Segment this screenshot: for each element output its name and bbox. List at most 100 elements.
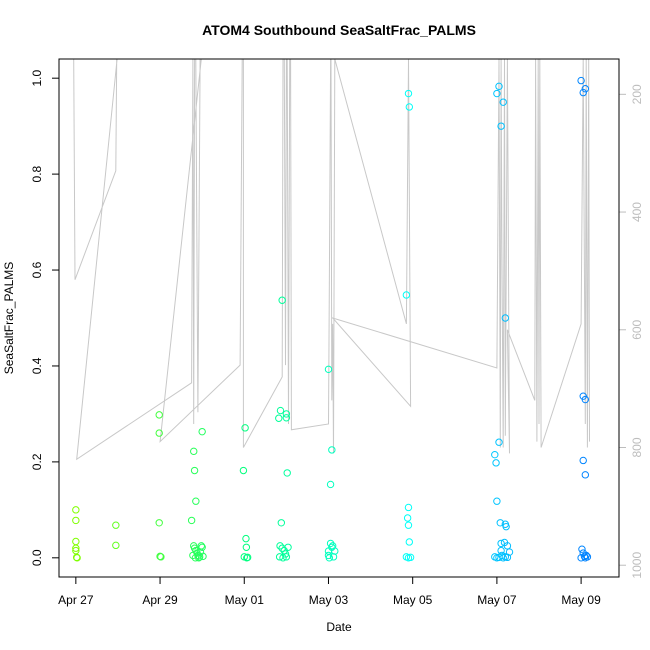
x-tick-label: Apr 29 (142, 593, 178, 607)
data-point (580, 552, 589, 561)
data-point (276, 542, 284, 550)
x-tick-label: May 03 (309, 593, 349, 607)
data-point (195, 553, 204, 561)
data-point (72, 506, 80, 514)
pressure-line (73, 58, 590, 461)
data-point (191, 554, 200, 562)
data-point (495, 82, 503, 91)
right-tick-label: 1000 (630, 552, 644, 579)
x-tick-label: Apr 27 (58, 593, 94, 607)
data-point (275, 414, 283, 422)
data-point (328, 446, 336, 454)
data-point (501, 314, 510, 322)
data-points-layer (72, 76, 592, 562)
data-point (499, 98, 507, 106)
y-tick-label: 0.8 (30, 165, 44, 182)
data-point (497, 539, 505, 548)
right-tick-label: 600 (630, 319, 644, 339)
data-point (276, 406, 285, 415)
data-point (493, 89, 501, 98)
data-point (402, 291, 411, 299)
x-tick-label: May 09 (561, 593, 601, 607)
data-point (326, 539, 335, 548)
data-point (155, 411, 163, 419)
data-point (187, 516, 196, 525)
data-point (497, 122, 505, 130)
data-point (324, 365, 333, 374)
x-tick-label: May 07 (477, 593, 517, 607)
data-point (189, 551, 197, 560)
data-point (578, 545, 586, 553)
data-point (155, 519, 163, 527)
data-point (579, 456, 587, 465)
data-point (155, 429, 163, 437)
data-point (190, 466, 199, 475)
data-point (157, 553, 165, 561)
data-point (198, 543, 206, 551)
data-point (579, 88, 587, 97)
data-point (495, 553, 503, 562)
data-point (282, 414, 291, 422)
data-point (282, 553, 291, 561)
data-point (326, 480, 335, 489)
data-point (190, 447, 198, 456)
data-point (283, 469, 291, 477)
data-point (496, 519, 504, 527)
right-tick-label: 200 (630, 84, 644, 104)
x-tick-label: May 01 (225, 593, 265, 607)
data-point (72, 544, 80, 552)
data-point (277, 519, 286, 527)
data-point (198, 427, 206, 436)
data-point (239, 466, 248, 475)
data-point (112, 541, 120, 550)
data-point (324, 547, 333, 555)
y-axis-label: SeaSaltFrac_PALMS (2, 262, 16, 375)
data-point (492, 459, 500, 467)
data-point (491, 450, 499, 459)
data-point (112, 521, 120, 529)
data-point (495, 438, 503, 446)
x-tick-label: May 05 (393, 593, 433, 607)
data-point (281, 550, 290, 558)
data-point (241, 424, 249, 432)
data-point (197, 542, 206, 550)
y-tick-label: 0.4 (30, 357, 44, 374)
y-tick-label: 0.0 (30, 549, 44, 566)
data-point (284, 543, 292, 551)
pressure-lines-layer (73, 58, 590, 461)
right-tick-label: 800 (630, 437, 644, 457)
data-point (582, 551, 590, 560)
data-point (581, 85, 590, 93)
data-point (404, 89, 413, 98)
data-point (581, 471, 590, 479)
data-point (581, 395, 590, 404)
data-point (583, 553, 592, 561)
data-point (505, 548, 514, 556)
data-point (279, 554, 287, 562)
data-point (242, 543, 251, 551)
plot-frame (58, 58, 620, 578)
data-point (278, 296, 286, 304)
axes-layer: Apr 27 Apr 29 May 01 May 03 May 05 May 07 May … (30, 70, 644, 607)
data-point (577, 76, 585, 85)
data-point (243, 553, 252, 562)
x-axis-label: Date (326, 620, 352, 634)
data-point (282, 410, 291, 418)
right-tick-label: 400 (630, 202, 644, 222)
data-point (502, 522, 510, 531)
data-point (192, 497, 200, 505)
data-point (404, 503, 413, 512)
data-point (73, 554, 81, 562)
data-point (72, 516, 80, 525)
y-tick-label: 0.2 (30, 453, 44, 470)
y-tick-label: 0.6 (30, 261, 44, 278)
data-point (405, 103, 414, 111)
data-point (199, 552, 207, 561)
data-point (72, 537, 80, 546)
data-point (242, 534, 250, 543)
data-point (404, 521, 413, 529)
data-point (406, 553, 415, 562)
y-tick-label: 1.0 (30, 70, 44, 87)
data-point (403, 514, 412, 522)
